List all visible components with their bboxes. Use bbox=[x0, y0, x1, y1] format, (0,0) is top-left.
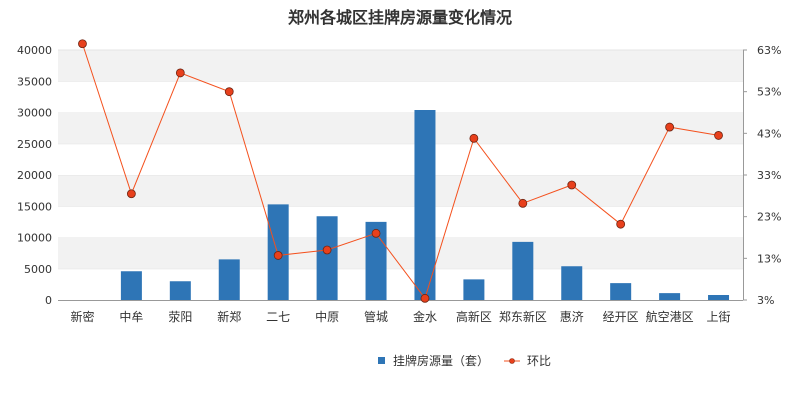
category-label: 高新区 bbox=[456, 309, 492, 324]
legend-line-label: 环比 bbox=[527, 354, 551, 368]
grid-band bbox=[58, 81, 743, 113]
bar bbox=[708, 295, 730, 300]
left-tick-label: 25000 bbox=[17, 138, 52, 151]
legend-bar-swatch bbox=[378, 357, 385, 364]
right-tick-label: 43% bbox=[757, 127, 781, 140]
grid-band bbox=[58, 206, 743, 238]
bar bbox=[561, 266, 583, 300]
category-label: 新密 bbox=[70, 309, 94, 324]
grid-bands bbox=[58, 49, 743, 300]
line-point bbox=[518, 198, 528, 208]
bar bbox=[659, 293, 681, 300]
bar bbox=[463, 279, 485, 300]
bar bbox=[218, 259, 240, 300]
grid-band bbox=[58, 268, 743, 300]
category-label: 新郑 bbox=[217, 309, 241, 324]
legend: 挂牌房源量（套） 环比 bbox=[378, 353, 551, 368]
category-label: 荥阳 bbox=[168, 310, 192, 324]
bar bbox=[120, 271, 142, 300]
line-point bbox=[665, 122, 675, 132]
bar-series bbox=[120, 110, 730, 300]
grid-band bbox=[58, 237, 743, 269]
right-axis-ticks: 3% 13% 23% 33% 43% 53% 63% bbox=[743, 44, 781, 307]
left-tick-label: 15000 bbox=[17, 200, 52, 213]
line-point bbox=[322, 245, 332, 255]
bar bbox=[414, 110, 436, 300]
line-point bbox=[420, 293, 430, 303]
line-point bbox=[616, 219, 626, 229]
grid-band bbox=[58, 175, 743, 207]
line-point bbox=[371, 228, 381, 238]
left-tick-label: 35000 bbox=[17, 75, 52, 88]
line-point bbox=[126, 189, 136, 199]
grid-band bbox=[58, 143, 743, 175]
left-tick-label: 40000 bbox=[17, 44, 52, 57]
category-label: 惠济 bbox=[560, 309, 584, 324]
legend-line-marker bbox=[509, 358, 515, 364]
left-tick-label: 30000 bbox=[17, 107, 52, 120]
category-label: 中牟 bbox=[119, 309, 143, 324]
left-tick-label: 20000 bbox=[17, 169, 52, 182]
line-point bbox=[224, 87, 234, 97]
right-tick-label: 23% bbox=[757, 211, 781, 224]
category-label: 管城 bbox=[364, 309, 388, 324]
line-point bbox=[273, 251, 283, 260]
right-tick-label: 53% bbox=[757, 86, 781, 99]
bar bbox=[169, 281, 191, 300]
line-series bbox=[78, 39, 723, 303]
category-label: 航空港区 bbox=[646, 309, 694, 324]
category-labels: 新密 中牟 荥阳 新郑 二七 中原 管城 金水 高新区 郑东新区 惠济 经开区 航空港区 上街 bbox=[70, 309, 730, 324]
bar bbox=[316, 216, 338, 300]
left-tick-label: 5000 bbox=[24, 263, 52, 276]
grid-band bbox=[58, 112, 743, 144]
legend-bar-label: 挂牌房源量（套） bbox=[393, 353, 489, 368]
line-point bbox=[567, 180, 577, 190]
right-tick-label: 3% bbox=[757, 294, 774, 307]
left-axis-ticks: 0 5000 10000 15000 20000 25000 30000 35000 40000 bbox=[17, 44, 52, 307]
line-point bbox=[714, 131, 723, 140]
category-label: 金水 bbox=[413, 309, 437, 324]
right-tick-label: 33% bbox=[757, 169, 781, 182]
right-tick-label: 13% bbox=[757, 252, 781, 265]
bar bbox=[610, 283, 632, 300]
line-point bbox=[78, 39, 87, 49]
bar bbox=[365, 221, 387, 300]
chart-title: 郑州各城区挂牌房源量变化情况 bbox=[287, 8, 512, 27]
left-tick-label: 10000 bbox=[17, 232, 52, 245]
line-point bbox=[175, 68, 185, 78]
grid-band bbox=[58, 50, 743, 82]
line-point bbox=[469, 133, 479, 143]
category-label: 郑东新区 bbox=[499, 309, 547, 324]
category-label: 中原 bbox=[315, 309, 339, 324]
category-label: 二七 bbox=[266, 310, 290, 324]
right-tick-label: 63% bbox=[757, 44, 781, 57]
left-tick-label: 0 bbox=[45, 294, 52, 307]
line-path bbox=[81, 43, 719, 300]
bar bbox=[512, 241, 534, 300]
category-label: 经开区 bbox=[603, 310, 639, 324]
category-label: 上街 bbox=[707, 310, 731, 324]
